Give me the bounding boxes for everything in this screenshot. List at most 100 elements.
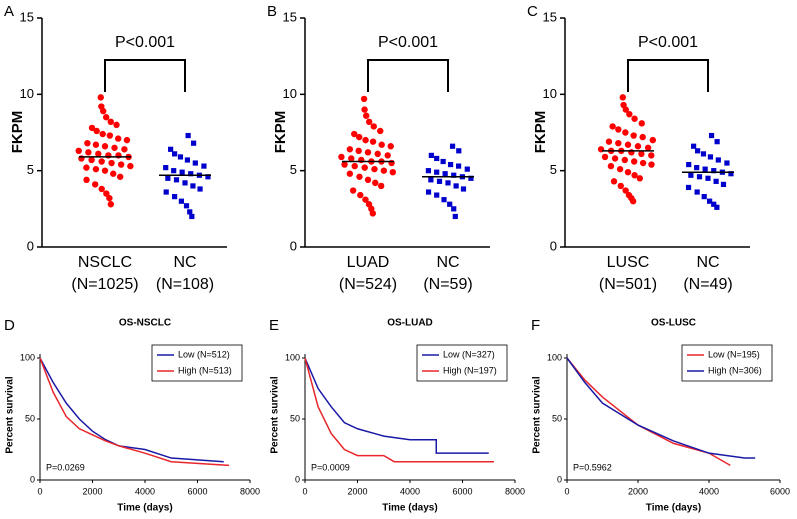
data-point <box>356 173 363 180</box>
y-tick-label: 100 <box>285 352 300 362</box>
y-tick-label: 100 <box>547 352 562 362</box>
y-axis-label: FKPM <box>9 111 26 154</box>
data-point <box>98 185 105 193</box>
x-axis-label: Time (days) <box>382 503 437 514</box>
data-point <box>348 155 355 162</box>
y-tick-label: 15 <box>543 9 557 24</box>
data-point <box>370 123 377 130</box>
y-tick-label: 50 <box>290 413 300 423</box>
data-point <box>702 166 708 172</box>
x-axis-label: Time (days) <box>117 503 172 514</box>
data-point <box>619 94 627 101</box>
data-point <box>601 153 609 161</box>
data-point <box>182 180 188 186</box>
data-point <box>460 186 467 192</box>
y-tick-label: 10 <box>543 86 557 101</box>
category-count: (N=49) <box>683 276 732 293</box>
p-value: P=0.0009 <box>311 462 350 472</box>
y-tick-label: 50 <box>25 413 35 423</box>
data-point <box>188 171 194 177</box>
data-point <box>372 179 379 187</box>
data-point <box>364 149 372 156</box>
data-point <box>707 198 713 204</box>
data-point <box>185 132 191 139</box>
data-point <box>99 130 106 138</box>
x-tick-label: 6000 <box>452 486 472 496</box>
data-point <box>364 176 372 184</box>
legend-label: High (N=513) <box>178 365 232 375</box>
data-point <box>622 106 630 113</box>
data-point <box>363 112 370 119</box>
data-point <box>361 164 368 171</box>
data-point <box>638 120 645 127</box>
data-point <box>728 171 734 177</box>
data-point <box>192 160 198 166</box>
data-point <box>688 172 694 178</box>
panel-label: C <box>527 3 538 20</box>
y-tick-label: 0 <box>557 474 562 484</box>
data-point <box>113 121 120 129</box>
data-point <box>705 175 711 181</box>
legend-label: Low (N=512) <box>178 349 230 359</box>
p-value: P=0.5962 <box>573 462 612 472</box>
data-point <box>609 123 616 130</box>
y-axis-label: FKPM <box>532 111 549 154</box>
data-point <box>387 143 394 150</box>
data-point <box>434 169 440 175</box>
data-point <box>629 198 637 205</box>
y-tick-label: 5 <box>550 162 557 177</box>
data-point <box>441 197 447 203</box>
data-point <box>714 204 720 210</box>
bracket <box>104 59 186 92</box>
data-point <box>108 159 115 167</box>
survival-curve <box>566 357 756 459</box>
data-point <box>621 156 629 164</box>
data-point <box>172 151 178 157</box>
category-count: (N=524) <box>339 276 397 293</box>
data-point <box>127 162 134 170</box>
data-point <box>349 187 357 194</box>
survival-curve <box>39 357 224 463</box>
data-point <box>694 189 700 195</box>
category-count: (N=1025) <box>71 276 138 293</box>
x-tick-label: 4000 <box>135 486 155 496</box>
data-point <box>451 172 457 178</box>
data-point <box>75 147 82 155</box>
data-point <box>110 170 117 177</box>
data-point <box>456 148 462 154</box>
data-point <box>168 146 174 152</box>
data-point <box>626 110 633 118</box>
data-point <box>711 168 717 174</box>
category-label: NC <box>696 254 719 271</box>
data-point <box>98 158 105 165</box>
x-tick-label: 6000 <box>187 486 207 496</box>
bracket <box>367 59 449 92</box>
data-point <box>707 154 714 160</box>
data-point <box>123 136 131 144</box>
category-label: NC <box>436 254 459 271</box>
x-tick-label: 2000 <box>82 486 102 496</box>
legend-label: High (N=306) <box>708 365 762 375</box>
data-point <box>440 158 446 165</box>
data-point <box>452 213 458 220</box>
data-point <box>442 171 448 177</box>
data-point <box>351 162 358 170</box>
y-tick-label: 0 <box>550 238 557 253</box>
data-point <box>615 139 622 147</box>
data-point <box>636 175 644 182</box>
data-point <box>201 163 207 169</box>
data-point <box>624 168 632 176</box>
y-axis-label: Percent survival <box>5 376 16 453</box>
data-point <box>622 129 629 136</box>
data-point <box>639 159 647 167</box>
panel-label: F <box>531 317 540 334</box>
data-point <box>434 155 440 162</box>
x-tick-label: 2000 <box>628 486 648 496</box>
data-point <box>103 190 110 197</box>
data-point <box>365 118 373 126</box>
y-tick-label: 10 <box>20 86 34 101</box>
data-point <box>434 192 440 198</box>
p-value: P<0.001 <box>378 34 438 51</box>
data-point <box>346 170 354 177</box>
